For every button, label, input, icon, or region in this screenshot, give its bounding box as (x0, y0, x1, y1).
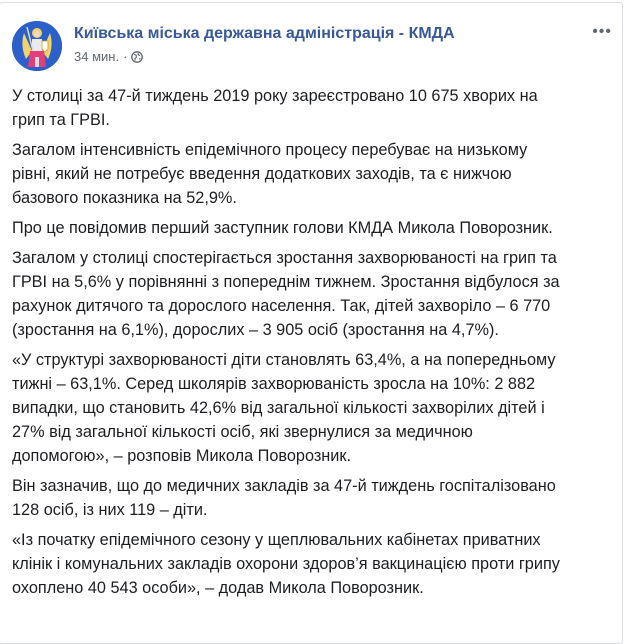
post-meta: 34 мин. · (74, 49, 144, 64)
author-name-link[interactable]: Київська міська державна адміністрація -… (74, 25, 455, 42)
post-paragraph: Загалом у столиці спостерігається зроста… (12, 246, 617, 342)
text-line: базового показника на 52,9%. (12, 189, 237, 207)
text-line: 128 осіб, із них 119 – діти. (12, 501, 208, 519)
text-line: рівні, який не потребує введення додатко… (12, 165, 512, 183)
post-paragraph: «У структурі захворюваності діти становл… (12, 348, 617, 468)
text-line: «У структурі захворюваності діти становл… (12, 351, 556, 369)
text-line: 27% від загальної кількості осіб, які зв… (12, 423, 473, 441)
more-options-button[interactable]: ••• (592, 23, 612, 41)
text-line: тижні – 63,1%. Серед школярів захворюван… (12, 375, 536, 393)
post-paragraph: У столиці за 47-й тиждень 2019 року заре… (12, 84, 617, 132)
text-line: У столиці за 47-й тиждень 2019 року заре… (12, 87, 538, 105)
text-line: Про це повідомив перший заступник голови… (12, 219, 553, 237)
post-time-link[interactable]: 34 мин. (74, 49, 120, 64)
kyiv-coat-of-arms-icon (12, 21, 62, 71)
text-line: охоплено 40 543 особи», – додав Микола П… (12, 579, 424, 597)
text-line: клінік і комунальних закладів охорони зд… (12, 555, 560, 573)
meta-separator: · (123, 49, 128, 64)
text-line: ГРВІ на 5,6% у порівнянні з попереднім т… (12, 273, 560, 291)
post-paragraph: Загалом інтенсивність епідемічного проце… (12, 138, 617, 210)
avatar[interactable] (12, 21, 62, 71)
text-line: рахунок дитячого та дорослого населення.… (12, 297, 551, 315)
more-dots-icon: ••• (592, 23, 612, 40)
text-line: Загалом у столиці спостерігається зроста… (12, 249, 557, 267)
text-line: Він зазначив, що до медичних закладів за… (12, 477, 556, 495)
post-text: У столиці за 47-й тиждень 2019 року заре… (12, 84, 617, 606)
text-line: «Із початку епідемічного сезону у щеплюв… (12, 531, 541, 549)
text-line: (зростання на 6,1%), дорослих – 3 905 ос… (12, 321, 499, 339)
text-line: Загалом інтенсивність епідемічного проце… (12, 141, 528, 159)
post-paragraph: Про це повідомив перший заступник голови… (12, 216, 617, 240)
globe-icon[interactable] (131, 50, 144, 63)
text-line: випадки, що становить 42,6% від загально… (12, 399, 545, 417)
post-paragraph: Він зазначив, що до медичних закладів за… (12, 474, 617, 522)
post-paragraph: «Із початку епідемічного сезону у щеплюв… (12, 528, 617, 600)
text-line: грип та ГРВІ. (12, 111, 110, 129)
text-line: допомогою», – розповів Микола Поворозник… (12, 447, 352, 465)
